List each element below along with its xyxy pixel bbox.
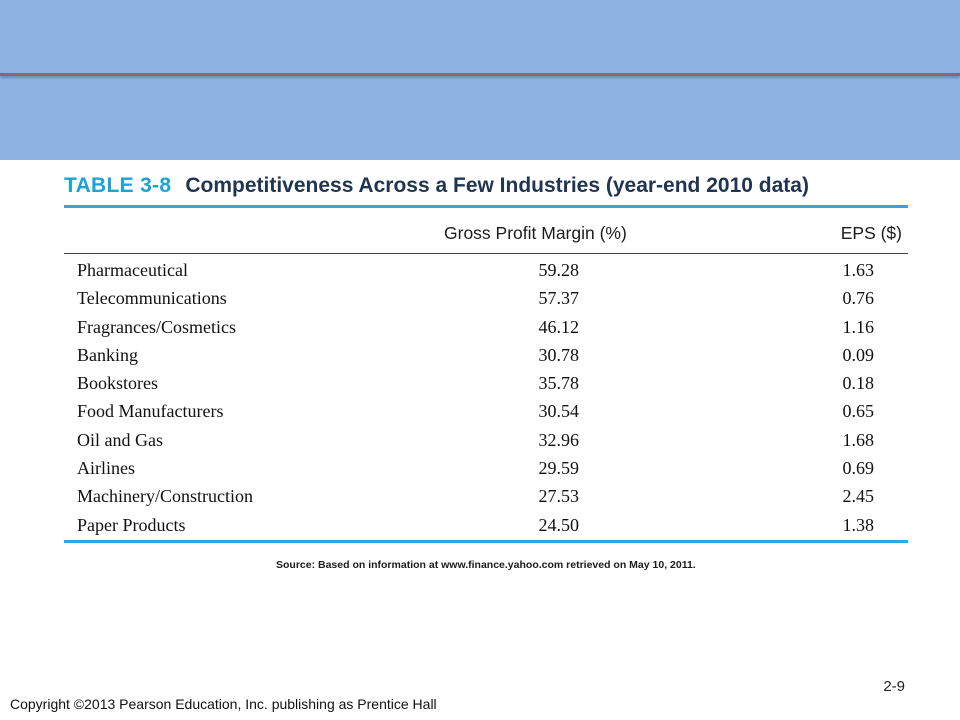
slide-page-number: 2-9	[883, 678, 905, 695]
gross-profit-margin-header: Gross Profit Margin (%)	[444, 223, 627, 243]
eps-cell: 1.63	[842, 260, 875, 280]
table-row: Bookstores 35.78 0.18	[64, 369, 908, 397]
industry-cell: Oil and Gas	[77, 429, 163, 450]
table-number: TABLE 3-8	[64, 174, 172, 197]
eps-cell: 1.16	[842, 316, 875, 337]
gross-profit-margin-cell: 30.78	[538, 344, 580, 365]
eps-header: EPS ($)	[840, 223, 902, 243]
eps-cell: 0.65	[842, 401, 875, 422]
gross-profit-margin-cell: 35.78	[538, 373, 580, 394]
industry-cell: Machinery/Construction	[77, 486, 253, 507]
industry-cell: Telecommunications	[77, 288, 227, 309]
industry-cell: Banking	[77, 344, 138, 365]
eps-cell: 0.09	[842, 344, 875, 365]
industry-cell: Pharmaceutical	[77, 260, 188, 280]
industry-table-body: Pharmaceutical 59.28 1.63 Telecommunicat…	[64, 256, 908, 539]
industry-cell: Food Manufacturers	[77, 401, 224, 422]
eps-cell: 0.69	[842, 458, 875, 479]
table-row: Airlines 29.59 0.69	[64, 454, 908, 482]
table-row: Machinery/Construction 27.53 2.45	[64, 482, 908, 510]
industry-cell: Paper Products	[77, 514, 186, 535]
table-bottom-rule	[64, 540, 908, 543]
industry-cell: Fragrances/Cosmetics	[77, 316, 236, 337]
table-top-rule	[64, 205, 908, 208]
gross-profit-margin-cell: 59.28	[538, 260, 580, 280]
gross-profit-margin-cell: 57.37	[538, 288, 580, 309]
copyright-notice: Copyright ©2013 Pearson Education, Inc. …	[10, 696, 437, 712]
gross-profit-margin-cell: 30.54	[538, 401, 580, 422]
banner-divider-line	[0, 73, 960, 76]
eps-cell: 0.76	[842, 288, 875, 309]
table-row: Fragrances/Cosmetics 46.12 1.16	[64, 313, 908, 341]
table-row: Paper Products 24.50 1.38	[64, 511, 908, 539]
industry-cell: Airlines	[77, 458, 135, 479]
slide-title-banner	[0, 0, 960, 160]
table-title-text: Competitiveness Across a Few Industries …	[185, 174, 809, 197]
header-divider-line	[64, 253, 908, 254]
table-row: Pharmaceutical 59.28 1.63	[64, 256, 908, 284]
industry-cell: Bookstores	[77, 373, 158, 394]
eps-cell: 2.45	[842, 486, 875, 507]
eps-cell: 1.68	[842, 429, 875, 450]
table-row: Food Manufacturers 30.54 0.65	[64, 397, 908, 425]
table-row: Oil and Gas 32.96 1.68	[64, 426, 908, 454]
gross-profit-margin-cell: 29.59	[538, 458, 580, 479]
table-source-note: Source: Based on information at www.fina…	[276, 559, 696, 571]
gross-profit-margin-cell: 46.12	[538, 316, 580, 337]
gross-profit-margin-cell: 24.50	[538, 514, 580, 535]
table-row: Telecommunications 57.37 0.76	[64, 284, 908, 312]
gross-profit-margin-cell: 27.53	[538, 486, 580, 507]
table-title: TABLE 3-8 Competitiveness Across a Few In…	[64, 170, 914, 202]
gross-profit-margin-cell: 32.96	[538, 429, 580, 450]
eps-cell: 1.38	[842, 514, 875, 535]
table-row: Banking 30.78 0.09	[64, 341, 908, 369]
eps-cell: 0.18	[842, 373, 875, 394]
